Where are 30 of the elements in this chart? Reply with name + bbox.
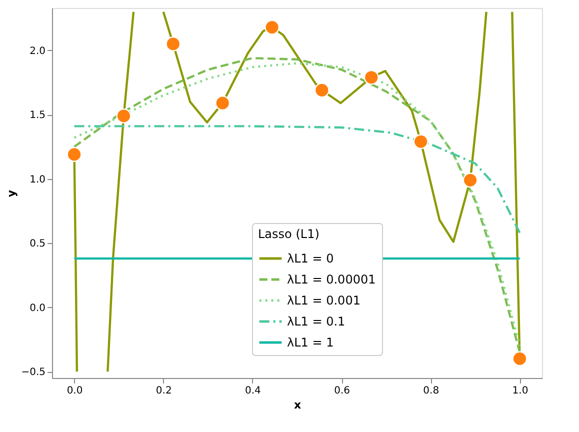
x-tick-label: 0.2 — [156, 386, 172, 396]
y-tick-label: 1.5 — [30, 110, 46, 122]
point — [364, 70, 379, 85]
x-tick-label: 0.8 — [423, 386, 440, 396]
legend-label: λL1 = 0 — [287, 252, 334, 266]
legend-label: λL1 = 0.00001 — [287, 272, 376, 286]
x-tick-label: 0.6 — [334, 386, 350, 396]
y-tick-label: 0.0 — [30, 302, 46, 314]
point — [166, 36, 181, 52]
y-tick-label: 0.5 — [30, 238, 46, 250]
legend-label: λL1 = 1 — [287, 336, 334, 350]
x-tick-label: 0.0 — [66, 386, 83, 396]
x-axis-title: x — [294, 398, 302, 412]
point — [512, 351, 528, 366]
point — [413, 134, 428, 150]
y-tick-label: 2.0 — [30, 46, 46, 57]
y-tick-label: −0.5 — [21, 367, 46, 378]
y-tick-label: 1.0 — [30, 174, 46, 186]
x-tick-label: 0.4 — [245, 386, 261, 396]
point — [462, 172, 478, 188]
legend-label: λL1 = 0.001 — [287, 294, 360, 308]
point — [66, 146, 82, 162]
x-tick-label: 1.0 — [512, 386, 528, 396]
point — [116, 108, 132, 124]
point — [264, 20, 280, 35]
legend-title: Lasso (L1) — [258, 227, 320, 241]
point — [215, 96, 230, 111]
y-axis-title: y — [5, 190, 18, 198]
point — [314, 82, 330, 98]
legend-label: λL1 = 0.1 — [287, 314, 346, 328]
